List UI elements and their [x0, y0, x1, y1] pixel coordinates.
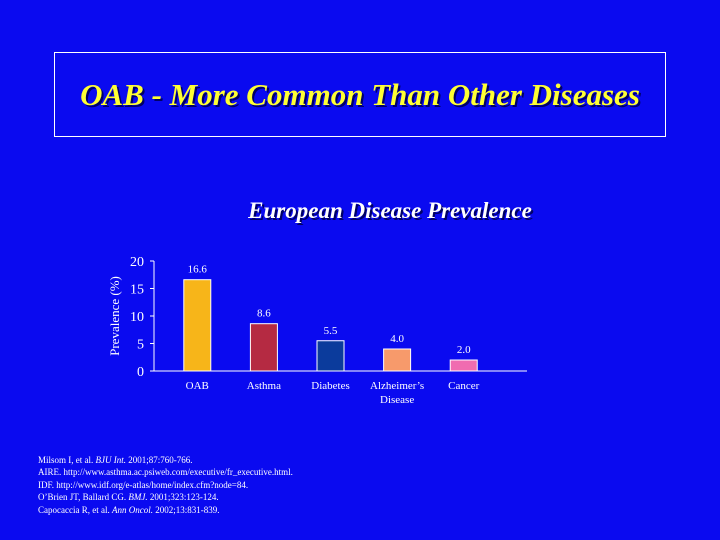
- data-label: 16.6: [188, 264, 208, 276]
- x-tick-label: OAB: [186, 380, 209, 392]
- data-label: 2.0: [457, 344, 471, 356]
- y-tick-label: 15: [130, 283, 144, 298]
- x-tick-label: Asthma: [247, 380, 281, 392]
- x-tick-label: Diabetes: [311, 380, 349, 392]
- data-label: 4.0: [390, 333, 404, 345]
- y-tick-label: 0: [137, 365, 144, 380]
- x-tick-label: Cancer: [448, 380, 479, 392]
- bar: [249, 323, 278, 372]
- reference-line: Capocaccia R, et al. Ann Oncol. 2002;13:…: [38, 504, 220, 515]
- bar: [316, 340, 345, 372]
- y-tick-label: 5: [137, 338, 144, 353]
- x-tick-label: Alzheimer’s: [370, 380, 424, 392]
- bar: [383, 348, 412, 372]
- slide-title-box: OAB - More Common Than Other Diseases: [54, 52, 666, 137]
- data-label: 8.6: [257, 308, 271, 320]
- references: Milsom I, et al. BJU Int. 2001;87:760-76…: [38, 454, 293, 516]
- reference-line: Milsom I, et al. BJU Int. 2001;87:760-76…: [38, 455, 193, 465]
- bar: [183, 279, 212, 372]
- chart-title: European Disease Prevalence: [248, 198, 532, 223]
- reference-line: IDF. http://www.idf.org/e-atlas/home/ind…: [38, 479, 249, 490]
- bar: [449, 359, 478, 372]
- reference-line: AIRE. http://www.asthma.ac.psiweb.com/ex…: [38, 467, 293, 478]
- y-axis-label: Prevalence (%): [107, 276, 122, 356]
- data-label: 5.5: [324, 325, 338, 337]
- x-tick-label: Disease: [380, 394, 414, 406]
- y-tick-label: 10: [130, 310, 144, 325]
- y-tick-label: 20: [130, 255, 144, 270]
- reference-line: O’Brien JT, Ballard CG. BMJ. 2001;323:12…: [38, 492, 219, 503]
- slide-title: OAB - More Common Than Other Diseases: [80, 76, 640, 112]
